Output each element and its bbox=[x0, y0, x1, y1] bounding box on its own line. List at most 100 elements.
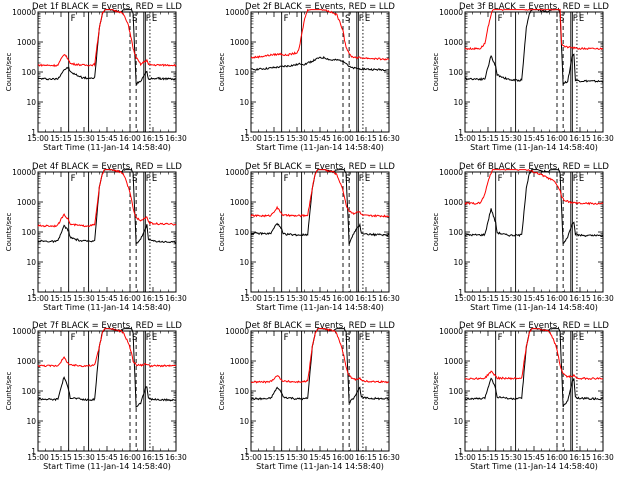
event-marker-label: S bbox=[559, 333, 564, 343]
y-tick-label: 10 bbox=[26, 98, 36, 107]
y-axis-label: Counts/sec bbox=[5, 372, 13, 411]
y-tick-label: 1000 bbox=[17, 198, 36, 207]
event-marker-label: F bbox=[359, 14, 364, 24]
y-tick-label: 1 bbox=[458, 288, 463, 297]
x-tick-label: 16:30 bbox=[165, 453, 187, 462]
x-tick-label: 15:00 bbox=[240, 294, 262, 303]
series-line-lld bbox=[464, 328, 604, 381]
event-marker-label: E bbox=[365, 14, 370, 24]
event-marker-label: F bbox=[71, 333, 76, 343]
x-tick-label: 15:00 bbox=[27, 453, 49, 462]
x-axis-label: Start Time (11-Jan-14 14:58:40) bbox=[470, 462, 598, 471]
event-marker-label: S bbox=[345, 174, 350, 184]
plot-title: Det 1f BLACK = Events, RED = LLD bbox=[32, 2, 182, 12]
y-tick-label: 10000 bbox=[12, 168, 36, 177]
x-tick-label: 15:15 bbox=[50, 453, 72, 462]
y-axis-label: Counts/sec bbox=[5, 53, 13, 92]
plot-frame bbox=[250, 330, 390, 452]
x-tick-label: 16:15 bbox=[355, 453, 377, 462]
x-tick-label: 15:00 bbox=[27, 294, 49, 303]
y-tick-label: 1000 bbox=[230, 198, 249, 207]
x-axis-label: Start Time (11-Jan-14 14:58:40) bbox=[43, 143, 171, 152]
series-line-events bbox=[250, 55, 390, 72]
event-marker-label: E bbox=[365, 333, 370, 343]
event-marker-label: S bbox=[132, 14, 137, 24]
y-tick-label: 1 bbox=[458, 447, 463, 456]
event-marker-label: F bbox=[573, 333, 578, 343]
x-tick-label: 16:15 bbox=[569, 294, 591, 303]
x-tick-label: 16:00 bbox=[119, 453, 141, 462]
y-tick-label: 1000 bbox=[230, 357, 249, 366]
x-tick-label: 15:15 bbox=[263, 134, 285, 143]
y-tick-label: 100 bbox=[449, 228, 464, 237]
x-tick-label: 16:30 bbox=[378, 134, 400, 143]
y-tick-label: 10000 bbox=[12, 327, 36, 336]
y-tick-label: 10 bbox=[239, 98, 249, 107]
x-tick-label: 15:15 bbox=[263, 294, 285, 303]
x-tick-label: 15:15 bbox=[263, 453, 285, 462]
event-marker-label: S bbox=[559, 174, 564, 184]
series-line-lld bbox=[37, 169, 177, 228]
event-marker-label: E bbox=[152, 333, 157, 343]
x-tick-label: 16:00 bbox=[119, 134, 141, 143]
plot-frame bbox=[464, 11, 604, 133]
y-tick-label: 100 bbox=[449, 387, 464, 396]
y-tick-label: 100 bbox=[235, 387, 250, 396]
x-tick-label: 15:00 bbox=[240, 134, 262, 143]
x-axis-label: Start Time (11-Jan-14 14:58:40) bbox=[470, 303, 598, 312]
y-tick-label: 1000 bbox=[230, 38, 249, 47]
event-marker-label: E bbox=[365, 174, 370, 184]
event-marker-label: F bbox=[284, 333, 289, 343]
x-tick-label: 16:15 bbox=[142, 134, 164, 143]
plot-title: Det 7f BLACK = Events, RED = LLD bbox=[32, 321, 182, 331]
x-tick-label: 15:00 bbox=[27, 134, 49, 143]
x-tick-label: 15:45 bbox=[96, 453, 118, 462]
event-marker-label: F bbox=[498, 14, 503, 24]
event-marker-label: F bbox=[359, 174, 364, 184]
y-axis-label: Counts/sec bbox=[432, 213, 440, 252]
y-tick-label: 100 bbox=[22, 68, 37, 77]
x-tick-label: 15:45 bbox=[523, 453, 545, 462]
y-tick-label: 100 bbox=[235, 68, 250, 77]
x-tick-label: 16:15 bbox=[142, 294, 164, 303]
x-tick-label: 15:45 bbox=[96, 134, 118, 143]
x-tick-label: 15:45 bbox=[96, 294, 118, 303]
x-axis-label: Start Time (11-Jan-14 14:58:40) bbox=[256, 303, 384, 312]
plot-frame bbox=[37, 11, 177, 133]
x-tick-label: 15:15 bbox=[50, 294, 72, 303]
x-axis-label: Start Time (11-Jan-14 14:58:40) bbox=[256, 462, 384, 471]
y-tick-label: 10 bbox=[453, 98, 463, 107]
x-tick-label: 15:00 bbox=[240, 453, 262, 462]
plot-title: Det 6f BLACK = Events, RED = LLD bbox=[459, 162, 609, 172]
event-marker-label: F bbox=[146, 14, 151, 24]
y-tick-label: 10000 bbox=[225, 168, 249, 177]
y-tick-label: 10000 bbox=[439, 8, 463, 17]
x-tick-label: 16:15 bbox=[355, 294, 377, 303]
x-tick-label: 15:15 bbox=[477, 134, 499, 143]
y-tick-label: 10000 bbox=[12, 8, 36, 17]
y-tick-label: 100 bbox=[22, 228, 37, 237]
y-tick-label: 10 bbox=[26, 417, 36, 426]
x-tick-label: 15:15 bbox=[50, 134, 72, 143]
plot-title: Det 3f BLACK = Events, RED = LLD bbox=[459, 2, 609, 12]
x-tick-label: 15:45 bbox=[523, 294, 545, 303]
event-marker-label: S bbox=[345, 14, 350, 24]
y-tick-label: 10000 bbox=[439, 327, 463, 336]
x-tick-label: 15:00 bbox=[454, 453, 476, 462]
y-tick-label: 1 bbox=[244, 447, 249, 456]
x-tick-label: 15:45 bbox=[523, 134, 545, 143]
x-tick-label: 16:00 bbox=[546, 134, 568, 143]
y-tick-label: 10000 bbox=[225, 327, 249, 336]
x-tick-label: 16:15 bbox=[355, 134, 377, 143]
event-marker-label: E bbox=[152, 14, 157, 24]
y-tick-label: 10 bbox=[453, 417, 463, 426]
event-marker-label: E bbox=[152, 174, 157, 184]
x-tick-label: 15:30 bbox=[73, 453, 95, 462]
event-marker-label: S bbox=[132, 174, 137, 184]
y-tick-label: 1 bbox=[458, 128, 463, 137]
